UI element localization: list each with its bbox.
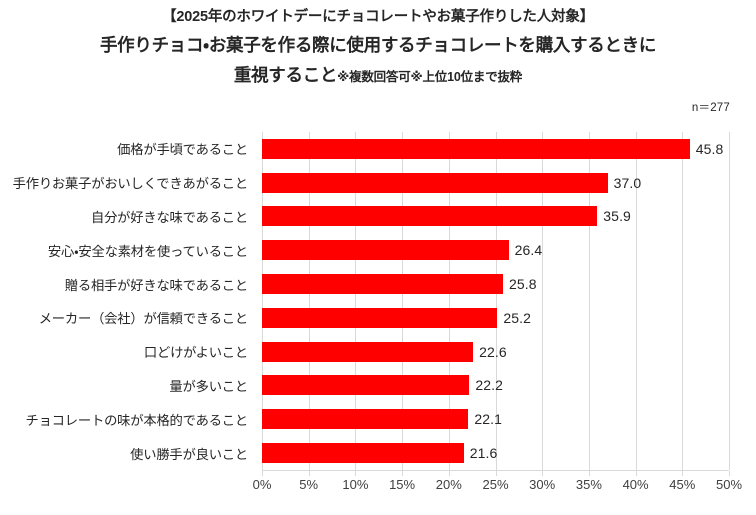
bar-value-label: 25.2	[503, 309, 532, 326]
bar-rows: 45.8 37.0 35.9 26.4 25.8 25.2 22.6 22.2 22.1 21.6	[262, 132, 729, 470]
bar-value-label: 37.0	[613, 174, 642, 191]
bar-value-label: 45.8	[695, 140, 724, 157]
bar-row[interactable]: 22.1	[262, 402, 729, 436]
sample-size-label: n＝277	[691, 102, 730, 114]
category-label: 価格が手頃であること	[117, 142, 248, 158]
category-label: 量が多いこと	[169, 378, 248, 394]
bar-value-label: 25.8	[508, 276, 537, 293]
bar-row[interactable]: 37.0	[262, 166, 729, 200]
x-tick-mark	[729, 471, 730, 476]
category-label: 自分が好きな味であること	[90, 209, 248, 225]
bar[interactable]	[262, 443, 464, 464]
category-label: 贈る相手が好きな味であること	[64, 277, 248, 293]
x-tick-label: 50%	[715, 477, 743, 492]
x-tick-label: 20%	[435, 477, 462, 492]
category-label: 手作りお菓子がおいしくできあがること	[12, 176, 249, 192]
x-tick-label: 35%	[575, 477, 602, 492]
x-tick-mark	[402, 471, 404, 476]
chart-title-line-2: 重視すること※複数回答可※上位10位まで抜粋	[0, 61, 756, 91]
x-tick-mark	[542, 471, 544, 476]
bar-value-label: 35.9	[603, 208, 631, 225]
x-tick-mark	[588, 471, 590, 476]
chart-title-line-1: 手作りチョコ・お菓子を作る際に使用するチョコレートを購入するときに	[99, 35, 657, 55]
gridline-50	[729, 132, 730, 470]
bar-row[interactable]: 21.6	[262, 436, 729, 470]
x-tick-mark	[495, 471, 497, 476]
bar[interactable]	[262, 409, 469, 430]
bar[interactable]	[262, 138, 690, 159]
bar[interactable]	[262, 172, 608, 193]
bar-value-label: 22.1	[474, 411, 503, 428]
category-label: 使い勝手が良いこと	[130, 446, 248, 462]
x-axis-line	[262, 470, 729, 471]
bar-value-label: 22.6	[479, 343, 507, 360]
bar-row[interactable]: 22.2	[262, 369, 729, 403]
chart-title-block: 【2025年のホワイトデーにチョコレートやお菓子作りした人対象】 手作りチョコ・…	[0, 0, 756, 91]
x-axis-tick-labels: 0% 5% 10% 15% 20% 25% 30% 35% 40% 45% 50%	[253, 471, 742, 497]
bar-row[interactable]: 22.6	[262, 335, 729, 369]
bar[interactable]	[262, 240, 509, 261]
category-label-axis: 価格が手頃であること手作りお菓子がおいしくできあがること自分が好きな味であること…	[0, 132, 255, 470]
bar[interactable]	[262, 341, 474, 362]
x-tick-label: 40%	[622, 477, 649, 492]
plot-area: 45.8 37.0 35.9 26.4 25.8 25.2 22.6 22.2 22.1 21.6	[262, 132, 730, 470]
x-tick-label: 15%	[389, 477, 416, 492]
x-tick-mark	[682, 471, 684, 476]
x-tick-label: 10%	[342, 477, 369, 492]
bar[interactable]	[262, 375, 470, 396]
category-label: チョコレートの味が本格的であること	[25, 412, 248, 428]
bar-row[interactable]: 35.9	[262, 200, 729, 234]
x-tick-label: 5%	[299, 477, 319, 492]
x-tick-mark	[448, 471, 450, 476]
chart-title-main-text: 重視すること	[233, 65, 338, 85]
bar-value-label: 22.2	[475, 377, 503, 394]
bar-row[interactable]: 45.8	[262, 132, 729, 166]
x-tick-label: 25%	[482, 477, 509, 492]
x-tick-mark	[635, 471, 637, 476]
x-tick-label: 45%	[669, 477, 696, 492]
category-label: 安心・安全な素材を使っていること	[47, 243, 248, 259]
x-tick-label: 30%	[529, 477, 556, 492]
bar-row[interactable]: 25.2	[262, 301, 729, 335]
chart-title-note-text: ※複数回答可※上位10位まで抜粋	[337, 70, 523, 84]
bar-row[interactable]: 25.8	[262, 267, 729, 301]
x-tick-label: 0%	[252, 477, 272, 492]
x-tick-mark	[262, 471, 263, 476]
bar-value-label: 26.4	[514, 242, 543, 259]
category-label: 口どけがよいこと	[143, 345, 248, 361]
bar[interactable]	[262, 307, 498, 328]
bar-value-label: 21.6	[469, 445, 498, 462]
bar[interactable]	[262, 274, 503, 295]
x-tick-mark	[308, 471, 310, 476]
bar-row[interactable]: 26.4	[262, 233, 729, 267]
category-label: メーカー（会社）が信頼できること	[38, 311, 248, 327]
bar[interactable]	[262, 206, 598, 227]
chart-subtitle-audience: 【2025年のホワイトデーにチョコレートやお菓子作りした人対象】	[162, 9, 594, 25]
x-tick-mark	[355, 471, 357, 476]
